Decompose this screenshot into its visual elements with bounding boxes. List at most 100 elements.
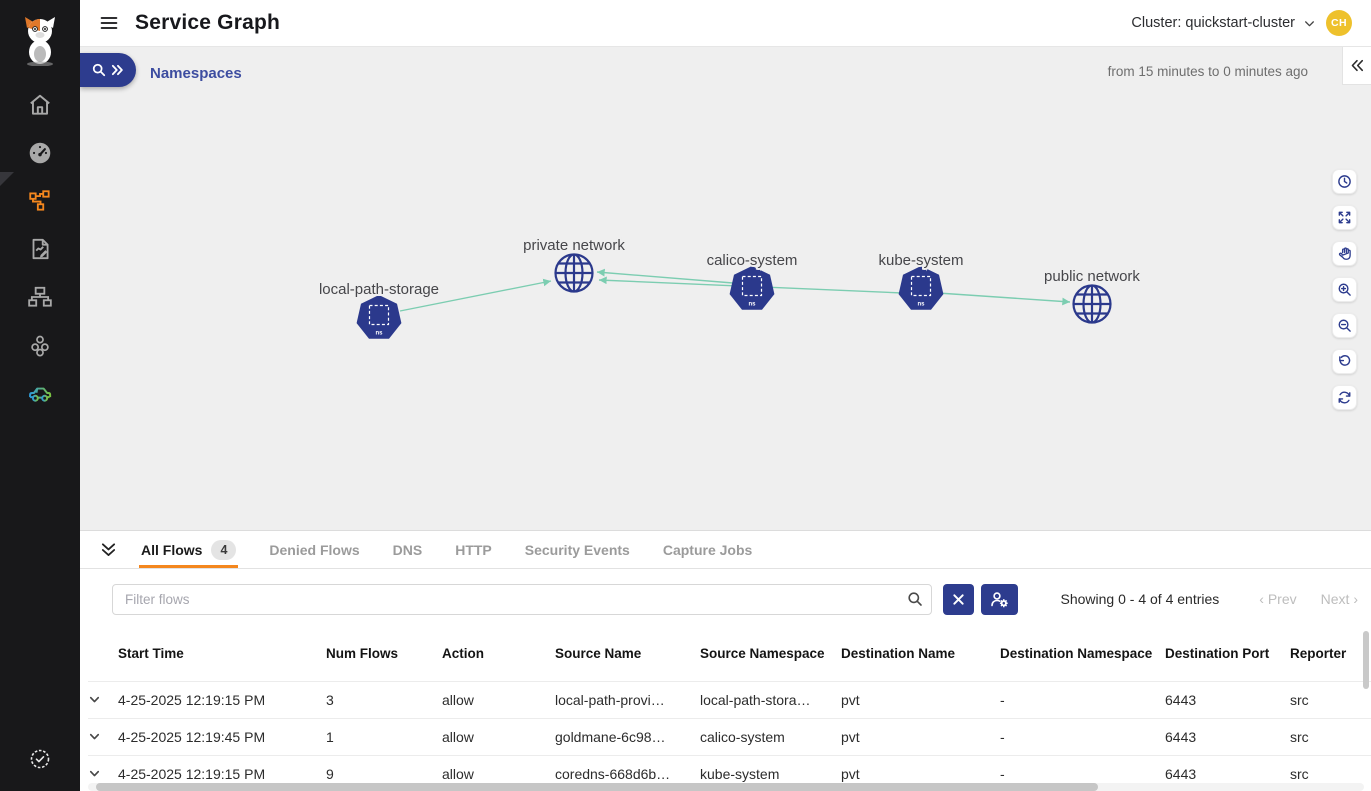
policy-report-icon — [27, 236, 53, 262]
table-row: 4-25-2025 12:19:45 PM 1 allow goldmane-6c98… — [88, 717, 1371, 755]
graph-node-public-network[interactable]: public network — [1042, 266, 1142, 324]
sidebar-item-dashboard[interactable] — [0, 129, 80, 177]
pan-button[interactable] — [1332, 241, 1357, 266]
table-cell[interactable]: local-path-provi… — [555, 680, 700, 718]
table-row: 4-25-2025 12:19:15 PM 3 allow local-path-pr… — [88, 680, 1371, 718]
tab-label: Denied Flows — [269, 541, 360, 558]
sidebar-item-network[interactable] — [0, 273, 80, 321]
refresh-button[interactable] — [1332, 385, 1357, 410]
table-cell[interactable]: 6443 — [1165, 680, 1290, 718]
pagination: ‹ Prev Next › — [1259, 591, 1358, 607]
column-header[interactable]: Destination Port — [1165, 646, 1270, 662]
undo-layout-button[interactable] — [1332, 349, 1357, 374]
row-expand-chevron-icon[interactable] — [88, 680, 118, 718]
column-header[interactable]: Destination Name — [841, 646, 956, 662]
table-cell[interactable]: 3 — [326, 680, 442, 718]
sidebar-item-home[interactable] — [0, 81, 80, 129]
active-page-wedge — [0, 172, 14, 186]
namespace-heptagon-icon — [356, 295, 402, 339]
service-graph-icon — [27, 188, 53, 214]
horizontal-scrollbar-thumb[interactable] — [96, 783, 1098, 791]
column-header[interactable]: Source Name — [555, 646, 642, 662]
row-expand-chevron-icon[interactable] — [88, 717, 118, 755]
table-cell[interactable]: allow — [442, 717, 555, 755]
sidebar-item-reports[interactable] — [0, 225, 80, 273]
hamburger-menu-icon[interactable] — [98, 12, 120, 34]
customize-columns-button[interactable] — [981, 583, 1018, 615]
panel-collapse-button[interactable] — [96, 531, 121, 568]
column-header[interactable]: Source Namespace — [700, 646, 825, 662]
svg-text:ns: ns — [917, 302, 925, 308]
page-title: Service Graph — [135, 11, 281, 34]
graph-node-label: public network — [1044, 268, 1140, 285]
flows-tab[interactable]: Capture Jobs — [663, 531, 752, 568]
expand-all-header — [88, 629, 118, 681]
graph-node-label: local-path-storage — [319, 281, 439, 298]
table-cell[interactable]: goldmane-6c98… — [555, 717, 700, 755]
clear-x-icon — [952, 593, 965, 606]
graph-edge[interactable] — [937, 292, 1071, 306]
prev-page-button[interactable]: ‹ Prev — [1259, 591, 1297, 607]
table-cell[interactable]: - — [1000, 680, 1165, 718]
namespace-heptagon-icon — [729, 266, 775, 310]
table-cell[interactable]: pvt — [841, 680, 1000, 718]
column-header[interactable]: Action — [442, 646, 484, 662]
graph-node-calico-system[interactable]: ns calico-system — [705, 250, 799, 310]
right-panel-expander[interactable] — [1342, 47, 1371, 85]
zoom-in-button[interactable] — [1332, 277, 1357, 302]
graph-node-private-network[interactable]: private network — [521, 235, 627, 293]
sidebar-item-certificate[interactable] — [0, 747, 80, 771]
calico-cat-logo[interactable] — [17, 12, 63, 68]
sidebar-item-service-graph[interactable] — [0, 177, 80, 225]
vertical-scrollbar[interactable] — [1363, 631, 1369, 689]
horizontal-scrollbar-track[interactable] — [88, 783, 1364, 791]
table-cell[interactable]: calico-system — [700, 717, 841, 755]
table-cell[interactable]: pvt — [841, 717, 1000, 755]
flows-tab[interactable]: DNS — [393, 531, 423, 568]
sidebar-item-clusters[interactable] — [0, 321, 80, 369]
flows-header-row: Start Time Num Flows Action Source Name Sour… — [88, 629, 1371, 681]
column-header[interactable]: Reporter — [1290, 646, 1347, 662]
table-cell[interactable]: 4-25-2025 12:19:15 PM — [118, 680, 326, 718]
service-graph-canvas[interactable]: ns local-path-storage private network ns cal… — [80, 47, 1371, 530]
column-header[interactable]: Start Time — [118, 646, 184, 662]
next-page-button[interactable]: Next › — [1320, 591, 1358, 607]
flows-tab[interactable]: Denied Flows — [269, 531, 359, 568]
search-icon[interactable] — [907, 591, 923, 607]
graph-node-label: kube-system — [878, 252, 963, 269]
column-header[interactable]: Destination Namespace — [1000, 646, 1153, 662]
table-cell[interactable]: src — [1290, 680, 1371, 718]
table-cell[interactable]: local-path-stora… — [700, 680, 841, 718]
table-cell[interactable]: src — [1290, 717, 1371, 755]
breadcrumb[interactable]: Namespaces — [150, 65, 242, 82]
graph-node-kube-system[interactable]: ns kube-system — [876, 250, 966, 310]
double-chevron-right-icon — [111, 64, 124, 76]
column-header[interactable]: Num Flows — [326, 646, 399, 662]
fit-screen-button[interactable] — [1332, 205, 1357, 230]
table-cell[interactable]: 6443 — [1165, 717, 1290, 755]
flows-tab[interactable]: All Flows 4 — [138, 531, 239, 568]
table-cell[interactable]: allow — [442, 680, 555, 718]
table-cell[interactable]: 4-25-2025 12:19:45 PM — [118, 717, 326, 755]
avatar[interactable]: CH — [1326, 10, 1352, 36]
time-settings-button[interactable] — [1332, 169, 1357, 194]
tab-label: DNS — [392, 541, 423, 558]
graph-search-button[interactable] — [80, 53, 136, 87]
zoom-out-button[interactable] — [1332, 313, 1357, 338]
table-cell[interactable]: - — [1000, 717, 1165, 755]
search-icon — [92, 63, 106, 77]
clear-filter-button[interactable] — [943, 583, 974, 615]
graph-node-local-path-storage[interactable]: ns local-path-storage — [317, 279, 441, 339]
graph-node-label: calico-system — [707, 252, 798, 269]
filter-flows-input[interactable] — [112, 583, 932, 615]
flows-table-body: 4-25-2025 12:19:15 PM 3 allow local-path-pr… — [88, 680, 1371, 791]
sidebar-item-whisker[interactable] — [0, 369, 80, 417]
table-cell[interactable]: 1 — [326, 717, 442, 755]
graph-edge[interactable] — [596, 268, 734, 284]
cluster-selector[interactable]: Cluster: quickstart-cluster — [1131, 15, 1316, 31]
flows-tab[interactable]: HTTP — [455, 531, 492, 568]
flows-tab[interactable]: Security Events — [525, 531, 630, 568]
graph-edge[interactable] — [399, 278, 552, 312]
home-icon — [27, 92, 53, 118]
undo-icon — [1337, 354, 1352, 369]
